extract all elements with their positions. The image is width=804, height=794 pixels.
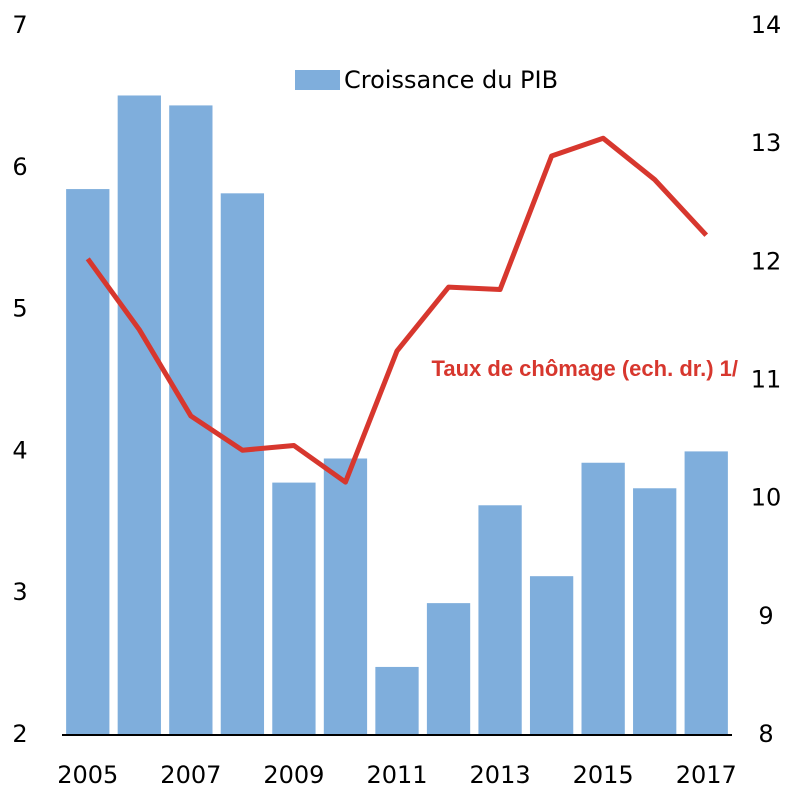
x-tick-label: 2009 bbox=[263, 761, 324, 789]
legend-label: Croissance du PIB bbox=[344, 66, 558, 94]
y-tick-label: 5 bbox=[12, 295, 27, 323]
x-tick-label: 2011 bbox=[366, 761, 427, 789]
line bbox=[85, 135, 709, 485]
y2-tick-label: 12 bbox=[751, 247, 782, 275]
bar bbox=[272, 482, 316, 735]
bar bbox=[426, 603, 471, 735]
legend-swatch bbox=[295, 70, 340, 90]
bar bbox=[117, 95, 161, 736]
x-tick-label: 2007 bbox=[160, 761, 221, 789]
bar bbox=[529, 576, 574, 735]
bar bbox=[375, 666, 419, 735]
y-tick-label: 4 bbox=[12, 436, 27, 464]
y-tick-label: 7 bbox=[12, 11, 27, 39]
bar bbox=[684, 451, 728, 735]
y2-tick-label: 13 bbox=[751, 129, 782, 157]
bar bbox=[478, 505, 522, 735]
y-tick-label: 3 bbox=[12, 578, 27, 606]
x-tick-label: 2015 bbox=[573, 761, 634, 789]
bar bbox=[581, 462, 625, 735]
x-tick-label: 2005 bbox=[57, 761, 118, 789]
bar bbox=[323, 458, 368, 735]
bar bbox=[633, 488, 677, 735]
x-tick-label: 2017 bbox=[676, 761, 737, 789]
line-label: Taux de chômage (ech. dr.) 1/ bbox=[432, 356, 738, 381]
y2-tick-label: 9 bbox=[758, 602, 773, 630]
x-tick-label: 2013 bbox=[470, 761, 531, 789]
y2-tick-label: 11 bbox=[751, 366, 782, 394]
y-tick-label: 2 bbox=[12, 720, 27, 748]
bar bbox=[66, 189, 110, 735]
bar bbox=[220, 193, 265, 736]
y2-tick-label: 8 bbox=[758, 720, 773, 748]
y2-tick-label: 10 bbox=[751, 484, 782, 512]
y-tick-label: 6 bbox=[12, 153, 27, 181]
bar bbox=[169, 105, 213, 735]
y2-tick-label: 14 bbox=[751, 11, 782, 39]
